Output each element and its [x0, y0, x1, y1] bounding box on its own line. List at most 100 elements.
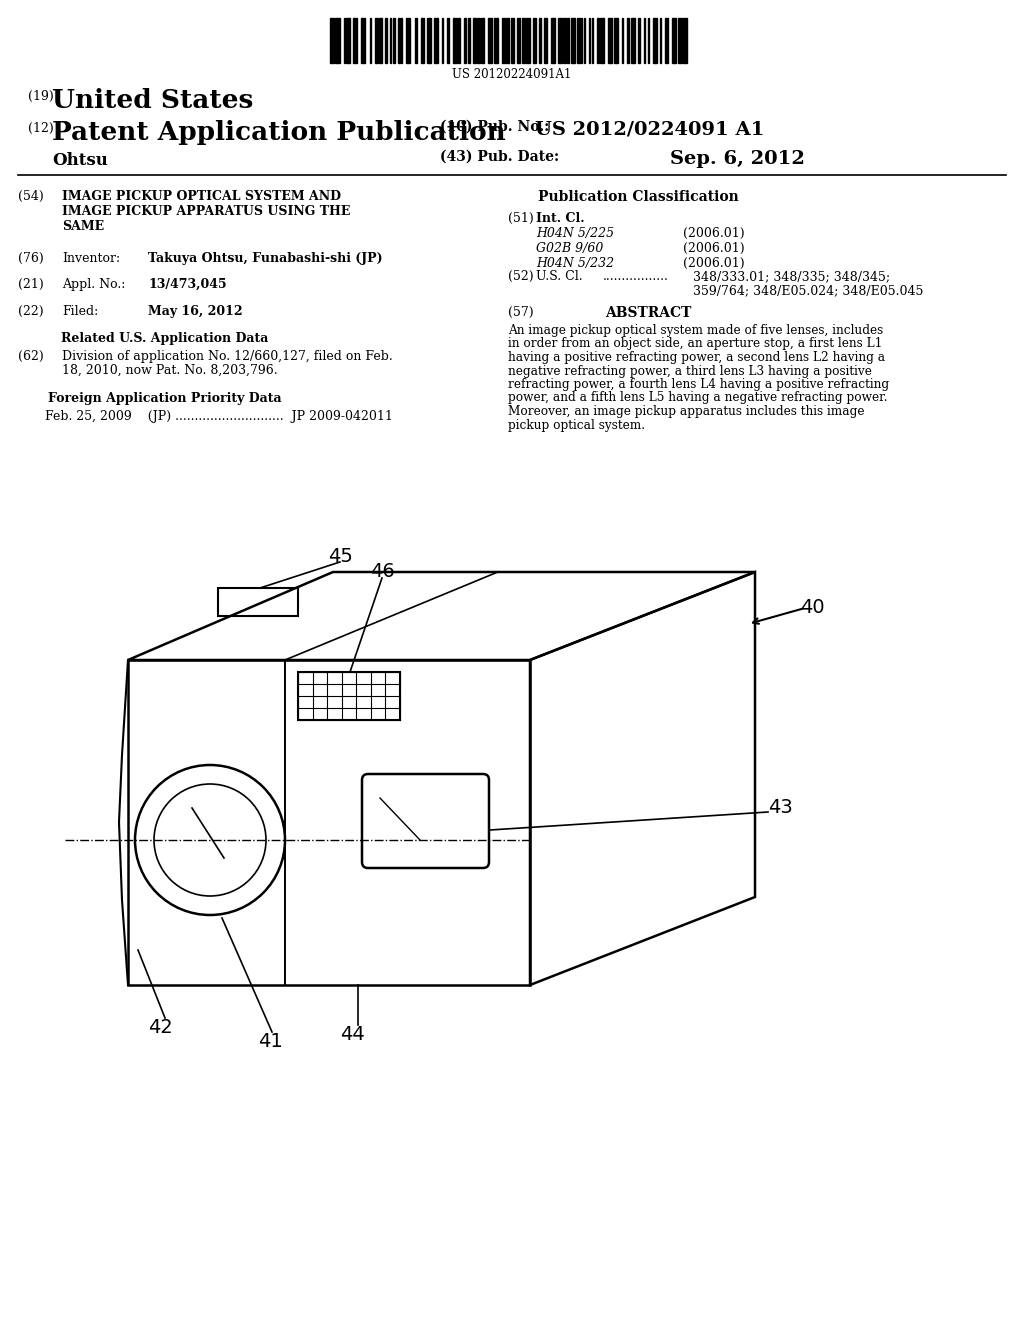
Bar [401, 18, 402, 63]
Bar [638, 18, 640, 63]
Bar [346, 18, 350, 63]
Text: pickup optical system.: pickup optical system. [508, 418, 645, 432]
Bar [653, 18, 657, 63]
Bar [458, 18, 460, 63]
Bar [673, 18, 677, 63]
Text: 44: 44 [340, 1026, 365, 1044]
Bar [577, 18, 580, 63]
Bar [644, 18, 645, 63]
Text: (21): (21) [18, 279, 44, 290]
Text: (12): (12) [28, 121, 53, 135]
Bar [344, 18, 345, 63]
Bar [488, 18, 493, 63]
Bar [506, 18, 509, 63]
Bar [361, 18, 366, 63]
Bar [502, 18, 505, 63]
Bar [678, 18, 682, 63]
Text: 41: 41 [258, 1032, 283, 1051]
Text: An image pickup optical system made of five lenses, includes: An image pickup optical system made of f… [508, 323, 884, 337]
Bar [336, 18, 340, 63]
Bar [592, 18, 593, 63]
Bar [375, 18, 378, 63]
Bar [447, 18, 449, 63]
Text: Related U.S. Application Data: Related U.S. Application Data [61, 333, 268, 345]
Text: (19): (19) [28, 90, 53, 103]
Text: (43) Pub. Date:: (43) Pub. Date: [440, 150, 559, 164]
Text: 359/764; 348/E05.024; 348/E05.045: 359/764; 348/E05.024; 348/E05.045 [693, 284, 924, 297]
Bar [353, 18, 357, 63]
Text: Filed:: Filed: [62, 305, 98, 318]
Text: negative refracting power, a third lens L3 having a positive: negative refracting power, a third lens … [508, 364, 871, 378]
Text: 40: 40 [800, 598, 824, 616]
Bar [551, 18, 555, 63]
Bar [494, 18, 498, 63]
Bar [539, 18, 542, 63]
Bar [660, 18, 662, 63]
Text: Appl. No.:: Appl. No.: [62, 279, 125, 290]
Text: Division of application No. 12/660,127, filed on Feb.: Division of application No. 12/660,127, … [62, 350, 393, 363]
Text: Takuya Ohtsu, Funabashi-shi (JP): Takuya Ohtsu, Funabashi-shi (JP) [148, 252, 383, 265]
Text: Feb. 25, 2009    (JP) ............................  JP 2009-042011: Feb. 25, 2009 (JP) .....................… [45, 411, 393, 422]
Bar [571, 18, 575, 63]
Text: (76): (76) [18, 252, 44, 265]
Bar [218, 587, 298, 616]
Text: U.S. Cl.: U.S. Cl. [536, 271, 583, 282]
Text: US 20120224091A1: US 20120224091A1 [453, 69, 571, 81]
Text: (51): (51) [508, 213, 534, 224]
Text: (54): (54) [18, 190, 44, 203]
Bar [589, 18, 591, 63]
Bar [407, 18, 411, 63]
Text: G02B 9/60: G02B 9/60 [536, 242, 603, 255]
Text: United States: United States [52, 88, 253, 114]
Text: (57): (57) [508, 306, 534, 319]
Bar [567, 18, 568, 63]
Bar [393, 18, 395, 63]
Bar [558, 18, 562, 63]
Text: H04N 5/232: H04N 5/232 [536, 257, 614, 271]
Text: Publication Classification: Publication Classification [538, 190, 738, 205]
Text: Int. Cl.: Int. Cl. [536, 213, 585, 224]
Bar [622, 18, 624, 63]
Text: Ohtsu: Ohtsu [52, 152, 108, 169]
Bar [666, 18, 669, 63]
Text: having a positive refracting power, a second lens L2 having a: having a positive refracting power, a se… [508, 351, 885, 364]
Bar [477, 18, 480, 63]
Text: 348/333.01; 348/335; 348/345;: 348/333.01; 348/335; 348/345; [693, 271, 890, 282]
Bar [544, 18, 547, 63]
Text: (10) Pub. No.:: (10) Pub. No.: [440, 120, 549, 135]
Bar [683, 18, 687, 63]
Bar [563, 18, 566, 63]
Bar [441, 18, 443, 63]
Text: (62): (62) [18, 350, 44, 363]
Text: ABSTRACT: ABSTRACT [605, 306, 691, 319]
Text: IMAGE PICKUP OPTICAL SYSTEM AND
IMAGE PICKUP APPARATUS USING THE
SAME: IMAGE PICKUP OPTICAL SYSTEM AND IMAGE PI… [62, 190, 350, 234]
Bar [597, 18, 599, 63]
Bar [584, 18, 585, 63]
Text: (52): (52) [508, 271, 534, 282]
Bar [613, 18, 617, 63]
Bar [464, 18, 466, 63]
Text: .................: ................. [603, 271, 669, 282]
Bar [415, 18, 417, 63]
Text: US 2012/0224091 A1: US 2012/0224091 A1 [535, 120, 764, 139]
Text: Moreover, an image pickup apparatus includes this image: Moreover, an image pickup apparatus incl… [508, 405, 864, 418]
Text: Patent Application Publication: Patent Application Publication [52, 120, 506, 145]
Text: power, and a fifth lens L5 having a negative refracting power.: power, and a fifth lens L5 having a nega… [508, 392, 888, 404]
Text: (2006.01): (2006.01) [683, 227, 744, 240]
Bar [379, 18, 382, 63]
Text: refracting power, a fourth lens L4 having a positive refracting: refracting power, a fourth lens L4 havin… [508, 378, 889, 391]
Bar [427, 18, 431, 63]
Bar [473, 18, 476, 63]
Text: May 16, 2012: May 16, 2012 [148, 305, 243, 318]
Bar [600, 18, 604, 63]
Text: 13/473,045: 13/473,045 [148, 279, 226, 290]
Bar [511, 18, 514, 63]
Bar [398, 18, 399, 63]
Text: Inventor:: Inventor: [62, 252, 120, 265]
Bar [298, 672, 400, 719]
Bar [453, 18, 457, 63]
Text: Foreign Application Priority Data: Foreign Application Priority Data [48, 392, 282, 405]
Bar [330, 18, 334, 63]
Text: (22): (22) [18, 305, 44, 318]
Bar [628, 18, 629, 63]
